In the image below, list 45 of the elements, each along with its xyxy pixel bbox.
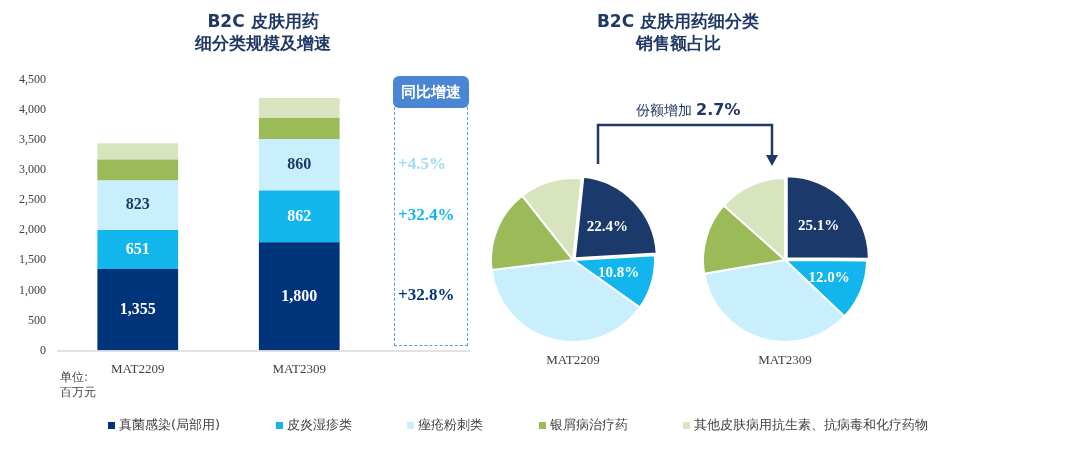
annotation: 同比增速 <box>393 76 469 109</box>
bar <box>97 180 179 230</box>
y-tick-label: 0 <box>40 342 46 357</box>
bar <box>258 117 340 139</box>
data-label: 12.0% <box>808 268 850 285</box>
chart-subtitle: 销售额占比 <box>634 32 722 54</box>
legend-label: 痤疮粉刺类 <box>418 416 484 434</box>
data-label: 823 <box>125 195 150 213</box>
data-label: 1,355 <box>119 299 156 317</box>
y-tick-label: 1,500 <box>19 252 46 267</box>
annotation: +4.5% <box>398 153 446 175</box>
bar <box>97 159 179 181</box>
bar <box>258 190 340 243</box>
data-label: 10.8% <box>598 264 640 281</box>
text: 份额增加 2.7% <box>634 100 742 120</box>
y-tick-label: 1,000 <box>19 282 46 297</box>
data-label: 1,800 <box>281 286 318 304</box>
bar <box>258 138 340 191</box>
data-label: 22.4% <box>586 218 629 235</box>
data-label: 862 <box>287 206 312 224</box>
y-tick-label: 4,000 <box>19 102 46 117</box>
y-tick-label: 2,500 <box>19 192 46 207</box>
chart-title: B2C 皮肤用药细分类 <box>595 10 761 32</box>
chart-title: B2C 皮肤用药 <box>206 10 320 32</box>
text: 单位:百万元 <box>60 370 97 400</box>
annotation: +32.8% <box>398 285 455 307</box>
legend-label: 皮炎湿疹类 <box>286 416 352 434</box>
annotation: +32.4% <box>398 205 455 227</box>
y-tick-label: 3,500 <box>19 132 46 147</box>
bar <box>258 98 340 118</box>
data-label: 651 <box>125 239 150 257</box>
chart-subtitle: 细分类规模及增速 <box>194 32 332 54</box>
bar <box>97 229 179 270</box>
bar <box>97 269 179 351</box>
legend-label: 其他皮肤病用抗生素、抗病毒和化疗药物 <box>693 416 928 434</box>
bar <box>258 242 340 351</box>
data-label: 860 <box>287 154 312 172</box>
y-tick-label: 3,000 <box>19 162 46 177</box>
legend-label: 银屑病治疗药 <box>549 416 628 434</box>
bar <box>97 143 179 160</box>
legend-label: 真菌感染(局部用) <box>119 416 221 434</box>
y-tick-label: 500 <box>28 312 46 327</box>
y-tick-label: 4,500 <box>19 72 46 87</box>
y-tick-label: 2,000 <box>19 222 46 237</box>
data-label: 25.1% <box>798 217 840 234</box>
